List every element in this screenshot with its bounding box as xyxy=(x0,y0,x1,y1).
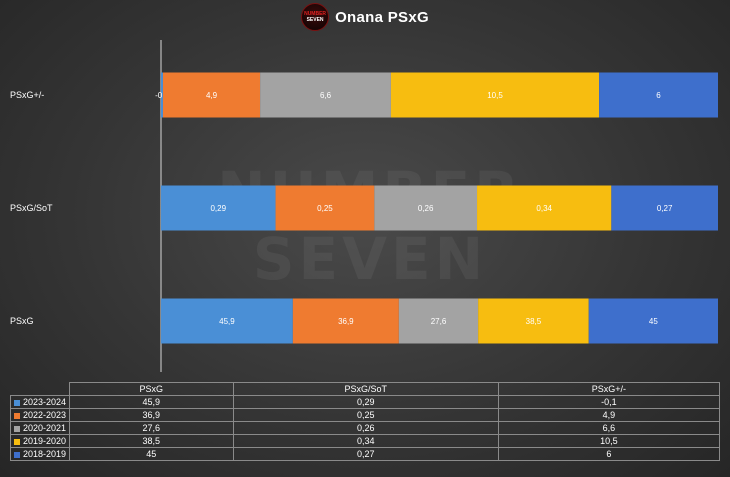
legend-label: 2020-2021 xyxy=(23,423,67,433)
table-cell: 45,9 xyxy=(69,395,234,409)
bar-segment xyxy=(275,185,375,231)
legend-swatch xyxy=(14,425,20,432)
legend-label: 2022-2023 xyxy=(23,410,67,420)
legend-swatch xyxy=(14,438,20,445)
chart-title: Onana PSxG xyxy=(335,8,429,26)
data-label: 10,5 xyxy=(487,91,503,100)
data-label: 6,6 xyxy=(320,91,332,100)
table-cell: 27,6 xyxy=(69,421,234,435)
table-header-row: PSxG PSxG/SoT PSxG+/- xyxy=(10,382,721,396)
table-header: PSxG/SoT xyxy=(232,382,499,396)
logo-line-2: SEVEN xyxy=(306,17,324,23)
bar-segment xyxy=(599,72,718,118)
bar-segment xyxy=(478,298,589,344)
category-label: PSxG xyxy=(10,316,34,326)
table-row-season: 2018-2019 xyxy=(9,447,71,461)
table-row: 2023-2024 45,9 0,29 -0,1 xyxy=(9,395,721,409)
table-cell: 0,29 xyxy=(232,395,499,409)
title-bar: NUMBER SEVEN Onana PSxG xyxy=(0,3,730,31)
table-cell: 45 xyxy=(69,447,234,461)
data-label: 45 xyxy=(649,317,658,326)
bar-segment xyxy=(477,185,612,231)
data-label: 38,5 xyxy=(526,317,542,326)
data-label: 0,34 xyxy=(536,204,552,213)
legend-swatch xyxy=(14,399,20,406)
bar-segment xyxy=(588,298,718,344)
table-cell: 0,25 xyxy=(232,408,499,422)
bar-segment xyxy=(161,298,293,344)
legend-swatch xyxy=(14,451,20,458)
data-label: 4,9 xyxy=(206,91,218,100)
legend-label: 2023-2024 xyxy=(23,397,67,407)
table-cell: 4,9 xyxy=(497,408,721,422)
table-cell: -0,1 xyxy=(497,395,721,409)
legend-swatch xyxy=(14,412,20,419)
table-cell: 10,5 xyxy=(497,434,721,448)
table-row-season: 2023-2024 xyxy=(9,395,71,409)
data-label: 36,9 xyxy=(338,317,354,326)
table-cell: 36,9 xyxy=(69,408,234,422)
legend-label: 2019-2020 xyxy=(23,436,67,446)
table-cell: 0,34 xyxy=(232,434,499,448)
table-header: PSxG+/- xyxy=(497,382,721,396)
data-label: 6 xyxy=(656,91,661,100)
category-label: PSxG+/- xyxy=(10,90,44,100)
table-row: 2020-2021 27,6 0,26 6,6 xyxy=(9,421,721,435)
data-label: 0,26 xyxy=(418,204,434,213)
bar-segment xyxy=(374,185,478,231)
bar-segment xyxy=(398,298,479,344)
table-corner xyxy=(10,382,70,396)
bar-segment xyxy=(390,72,600,118)
category-label: PSxG/SoT xyxy=(10,203,53,213)
bar-segment xyxy=(292,298,399,344)
table-cell: 0,26 xyxy=(232,421,499,435)
bar-segment xyxy=(260,72,391,118)
table-row-season: 2022-2023 xyxy=(9,408,71,422)
table-cell: 6 xyxy=(497,447,721,461)
data-label: 0,27 xyxy=(657,204,673,213)
bar-chart: PSxG+/- -0,1 4,9 6,6 10,5 6 PSxG/SoT 0,29 0,25 0,… xyxy=(10,40,718,372)
bar-segment xyxy=(161,72,163,118)
table-row-season: 2019-2020 xyxy=(9,434,71,448)
bar-segment xyxy=(611,185,718,231)
logo-line-1: NUMBER xyxy=(304,11,327,17)
table-cell: 0,27 xyxy=(232,447,499,461)
data-table: PSxG PSxG/SoT PSxG+/- 2023-2024 45,9 0,29-… xyxy=(9,382,721,461)
bar-segment xyxy=(161,185,276,231)
logo: NUMBER SEVEN xyxy=(301,3,330,31)
table-row: 2018-2019 45 0,27 6 xyxy=(9,447,721,461)
table-row: 2019-2020 38,5 0,34 10,5 xyxy=(9,434,721,448)
data-label: 0,25 xyxy=(317,204,333,213)
data-label: 27,6 xyxy=(431,317,447,326)
legend-label: 2018-2019 xyxy=(23,449,67,459)
table-row-season: 2020-2021 xyxy=(9,421,71,435)
table-cell: 6,6 xyxy=(497,421,721,435)
table-row: 2022-2023 36,9 0,25 4,9 xyxy=(9,408,721,422)
data-label: 45,9 xyxy=(219,317,235,326)
data-label: -0,1 xyxy=(155,91,169,100)
bar-segment xyxy=(162,72,261,118)
data-label: 0,29 xyxy=(210,204,226,213)
table-header: PSxG xyxy=(69,382,234,396)
table-cell: 38,5 xyxy=(69,434,234,448)
